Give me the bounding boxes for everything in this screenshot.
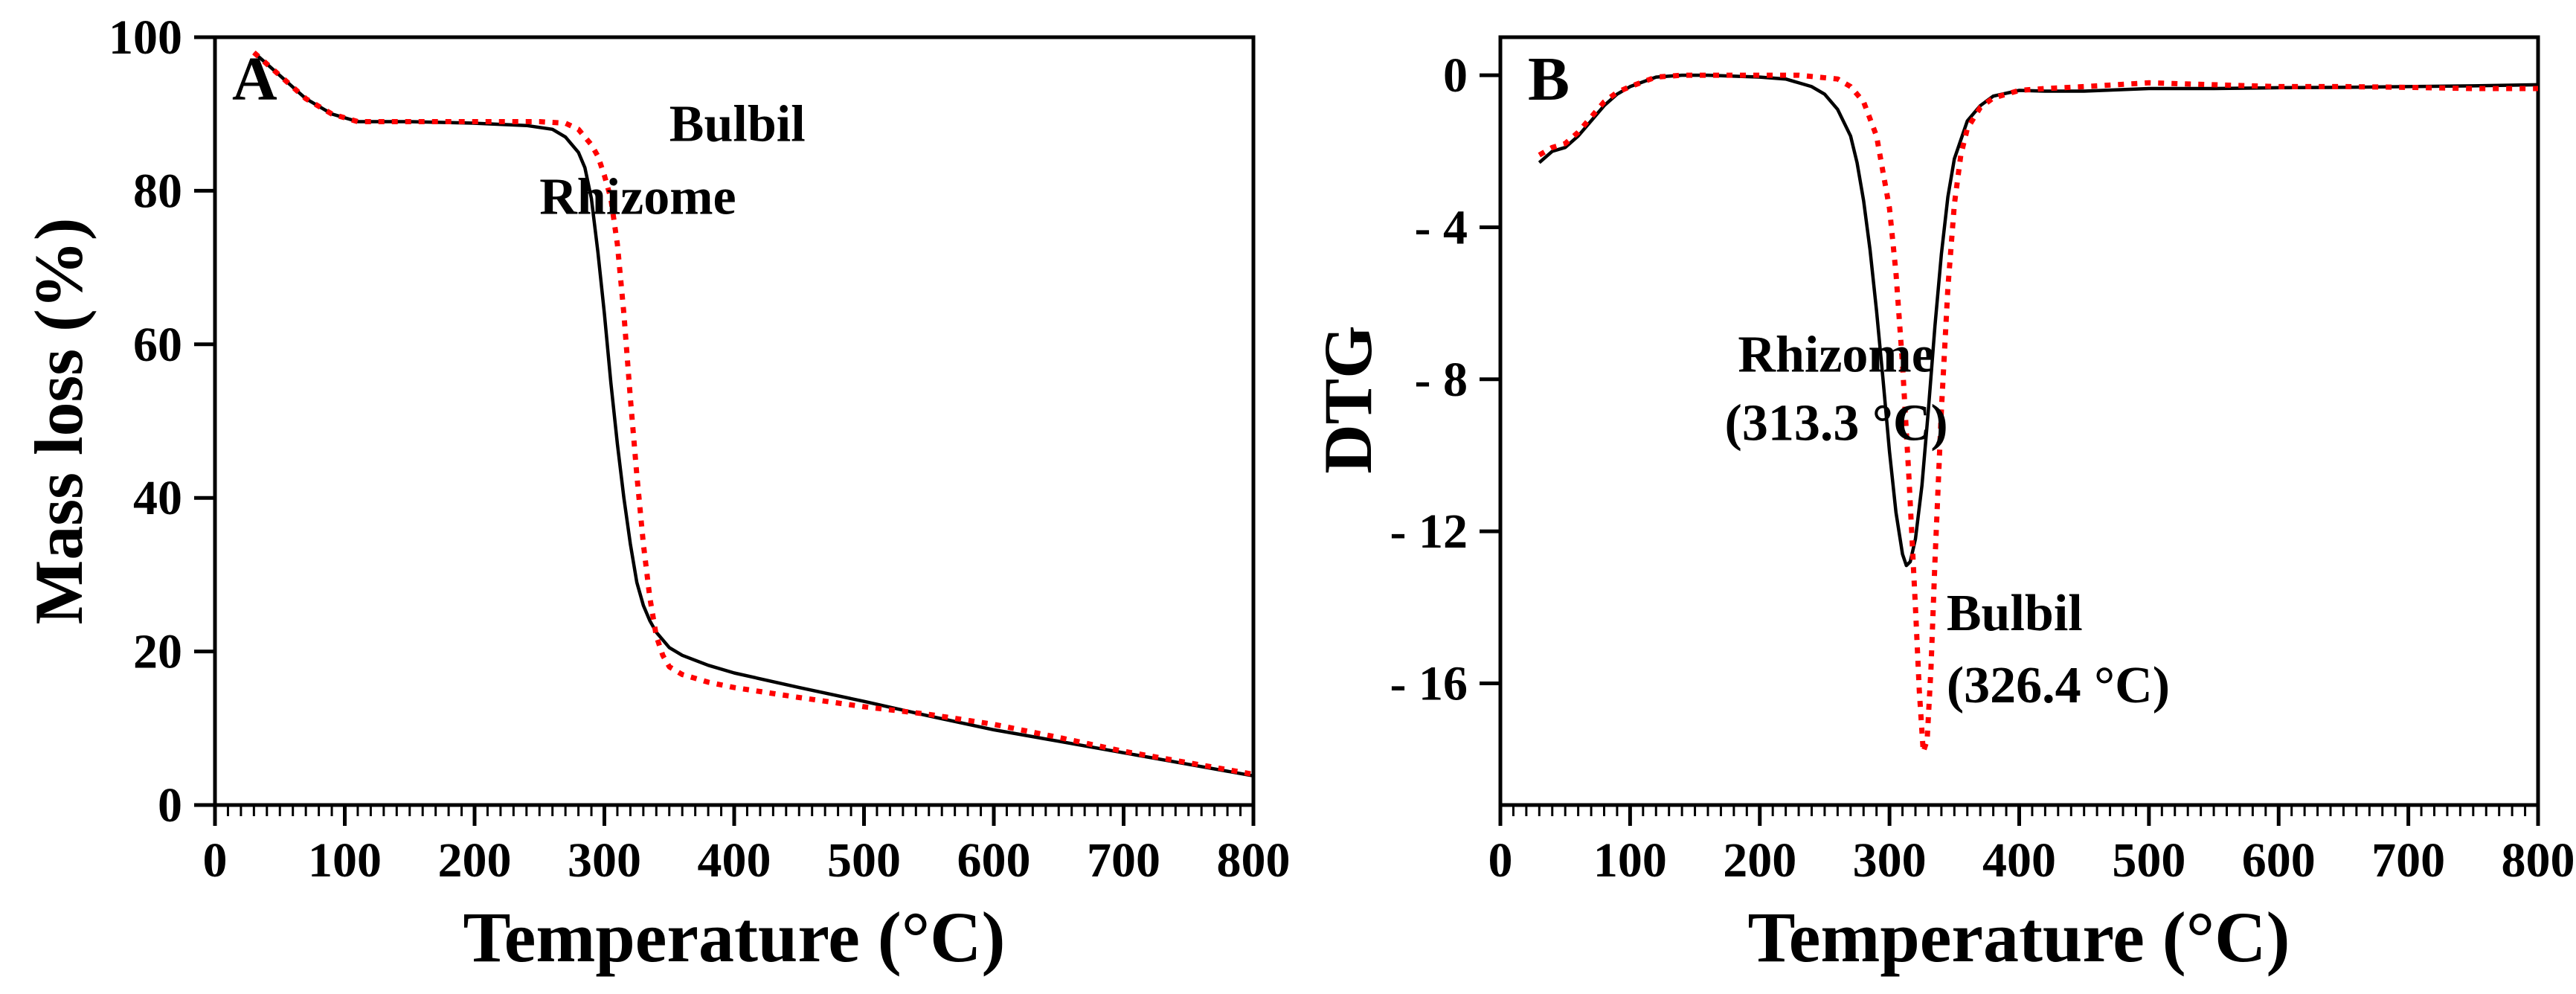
x-tick-label: 200 [1723, 833, 1796, 888]
y-tick-label: - 12 [1390, 504, 1468, 559]
x-tick-label: 400 [698, 833, 771, 888]
series-line-bulbil [252, 50, 1254, 777]
x-tick-label: 800 [2502, 833, 2575, 888]
y-tick-label: 20 [133, 625, 182, 679]
series-line-rhizome [1538, 73, 2539, 568]
annotation-rhizome-a: Rhizome [539, 168, 736, 225]
x-tick-label: 300 [1853, 833, 1927, 888]
annotation-bulbil-temp-b: (326.4 °C) [1947, 657, 2170, 714]
x-tick-label: 600 [957, 833, 1031, 888]
y-tick-label: - 4 [1415, 200, 1468, 254]
series-line-rhizome [252, 51, 1254, 778]
panel-label-a: A [232, 45, 277, 114]
x-tick-label: 0 [1488, 833, 1513, 888]
x-axis-title-b: Temperature (°C) [1748, 897, 2290, 977]
y-axis-title-b: DTG [1310, 325, 1386, 473]
x-minor-ticks-b [1512, 805, 2527, 816]
x-tick-label: 200 [438, 833, 512, 888]
y-tick-label: 40 [133, 471, 182, 525]
x-tick-label: 0 [203, 833, 228, 888]
panel-b: 0 100 200 300 400 500 600 700 800 0 - 4 - 8 - 12 - 16… [1310, 35, 2575, 977]
x-minor-ticks-a [226, 805, 1242, 816]
x-axis-title-a: Temperature (°C) [463, 897, 1006, 977]
x-tick-label: 100 [308, 833, 382, 888]
x-tick-label: 100 [1593, 833, 1667, 888]
panel-label-b: B [1528, 45, 1570, 114]
annotation-bulbil-b: Bulbil [1947, 585, 2083, 642]
x-tick-label: 500 [827, 833, 901, 888]
tick-labels-b: 0 100 200 300 400 500 600 700 800 0 - 4 - 8 - 12 - 16 [1390, 48, 2575, 888]
annotation-rhizome-temp-b: (313.3 °C) [1725, 395, 1948, 452]
x-tick-label: 800 [1217, 833, 1291, 888]
x-tick-label: 400 [1982, 833, 2056, 888]
series-line-bulbil [1538, 72, 2538, 754]
x-tick-label: 500 [2112, 833, 2185, 888]
x-tick-label: 700 [2371, 833, 2445, 888]
tick-labels-a: 0 100 200 300 400 500 600 700 800 0 20 40 60 80 100 [109, 10, 1291, 888]
x-tick-label: 700 [1087, 833, 1160, 888]
series-b [1538, 72, 2539, 754]
y-tick-label: - 8 [1415, 353, 1468, 407]
major-ticks-b [1480, 73, 2540, 826]
y-tick-label: 0 [1443, 48, 1468, 103]
x-tick-label: 300 [568, 833, 641, 888]
y-tick-label: - 16 [1390, 657, 1468, 711]
annotation-bulbil-a: Bulbil [669, 95, 806, 153]
y-tick-label: 60 [133, 318, 182, 372]
y-tick-label: 80 [133, 164, 182, 218]
y-tick-label: 0 [158, 778, 182, 833]
series-a [252, 50, 1254, 778]
y-axis-title-a: Mass loss (%) [21, 218, 97, 625]
x-tick-label: 600 [2242, 833, 2316, 888]
y-tick-label: 100 [109, 10, 182, 65]
annotation-rhizome-b: Rhizome [1738, 327, 1934, 384]
major-ticks-a [194, 35, 1256, 826]
